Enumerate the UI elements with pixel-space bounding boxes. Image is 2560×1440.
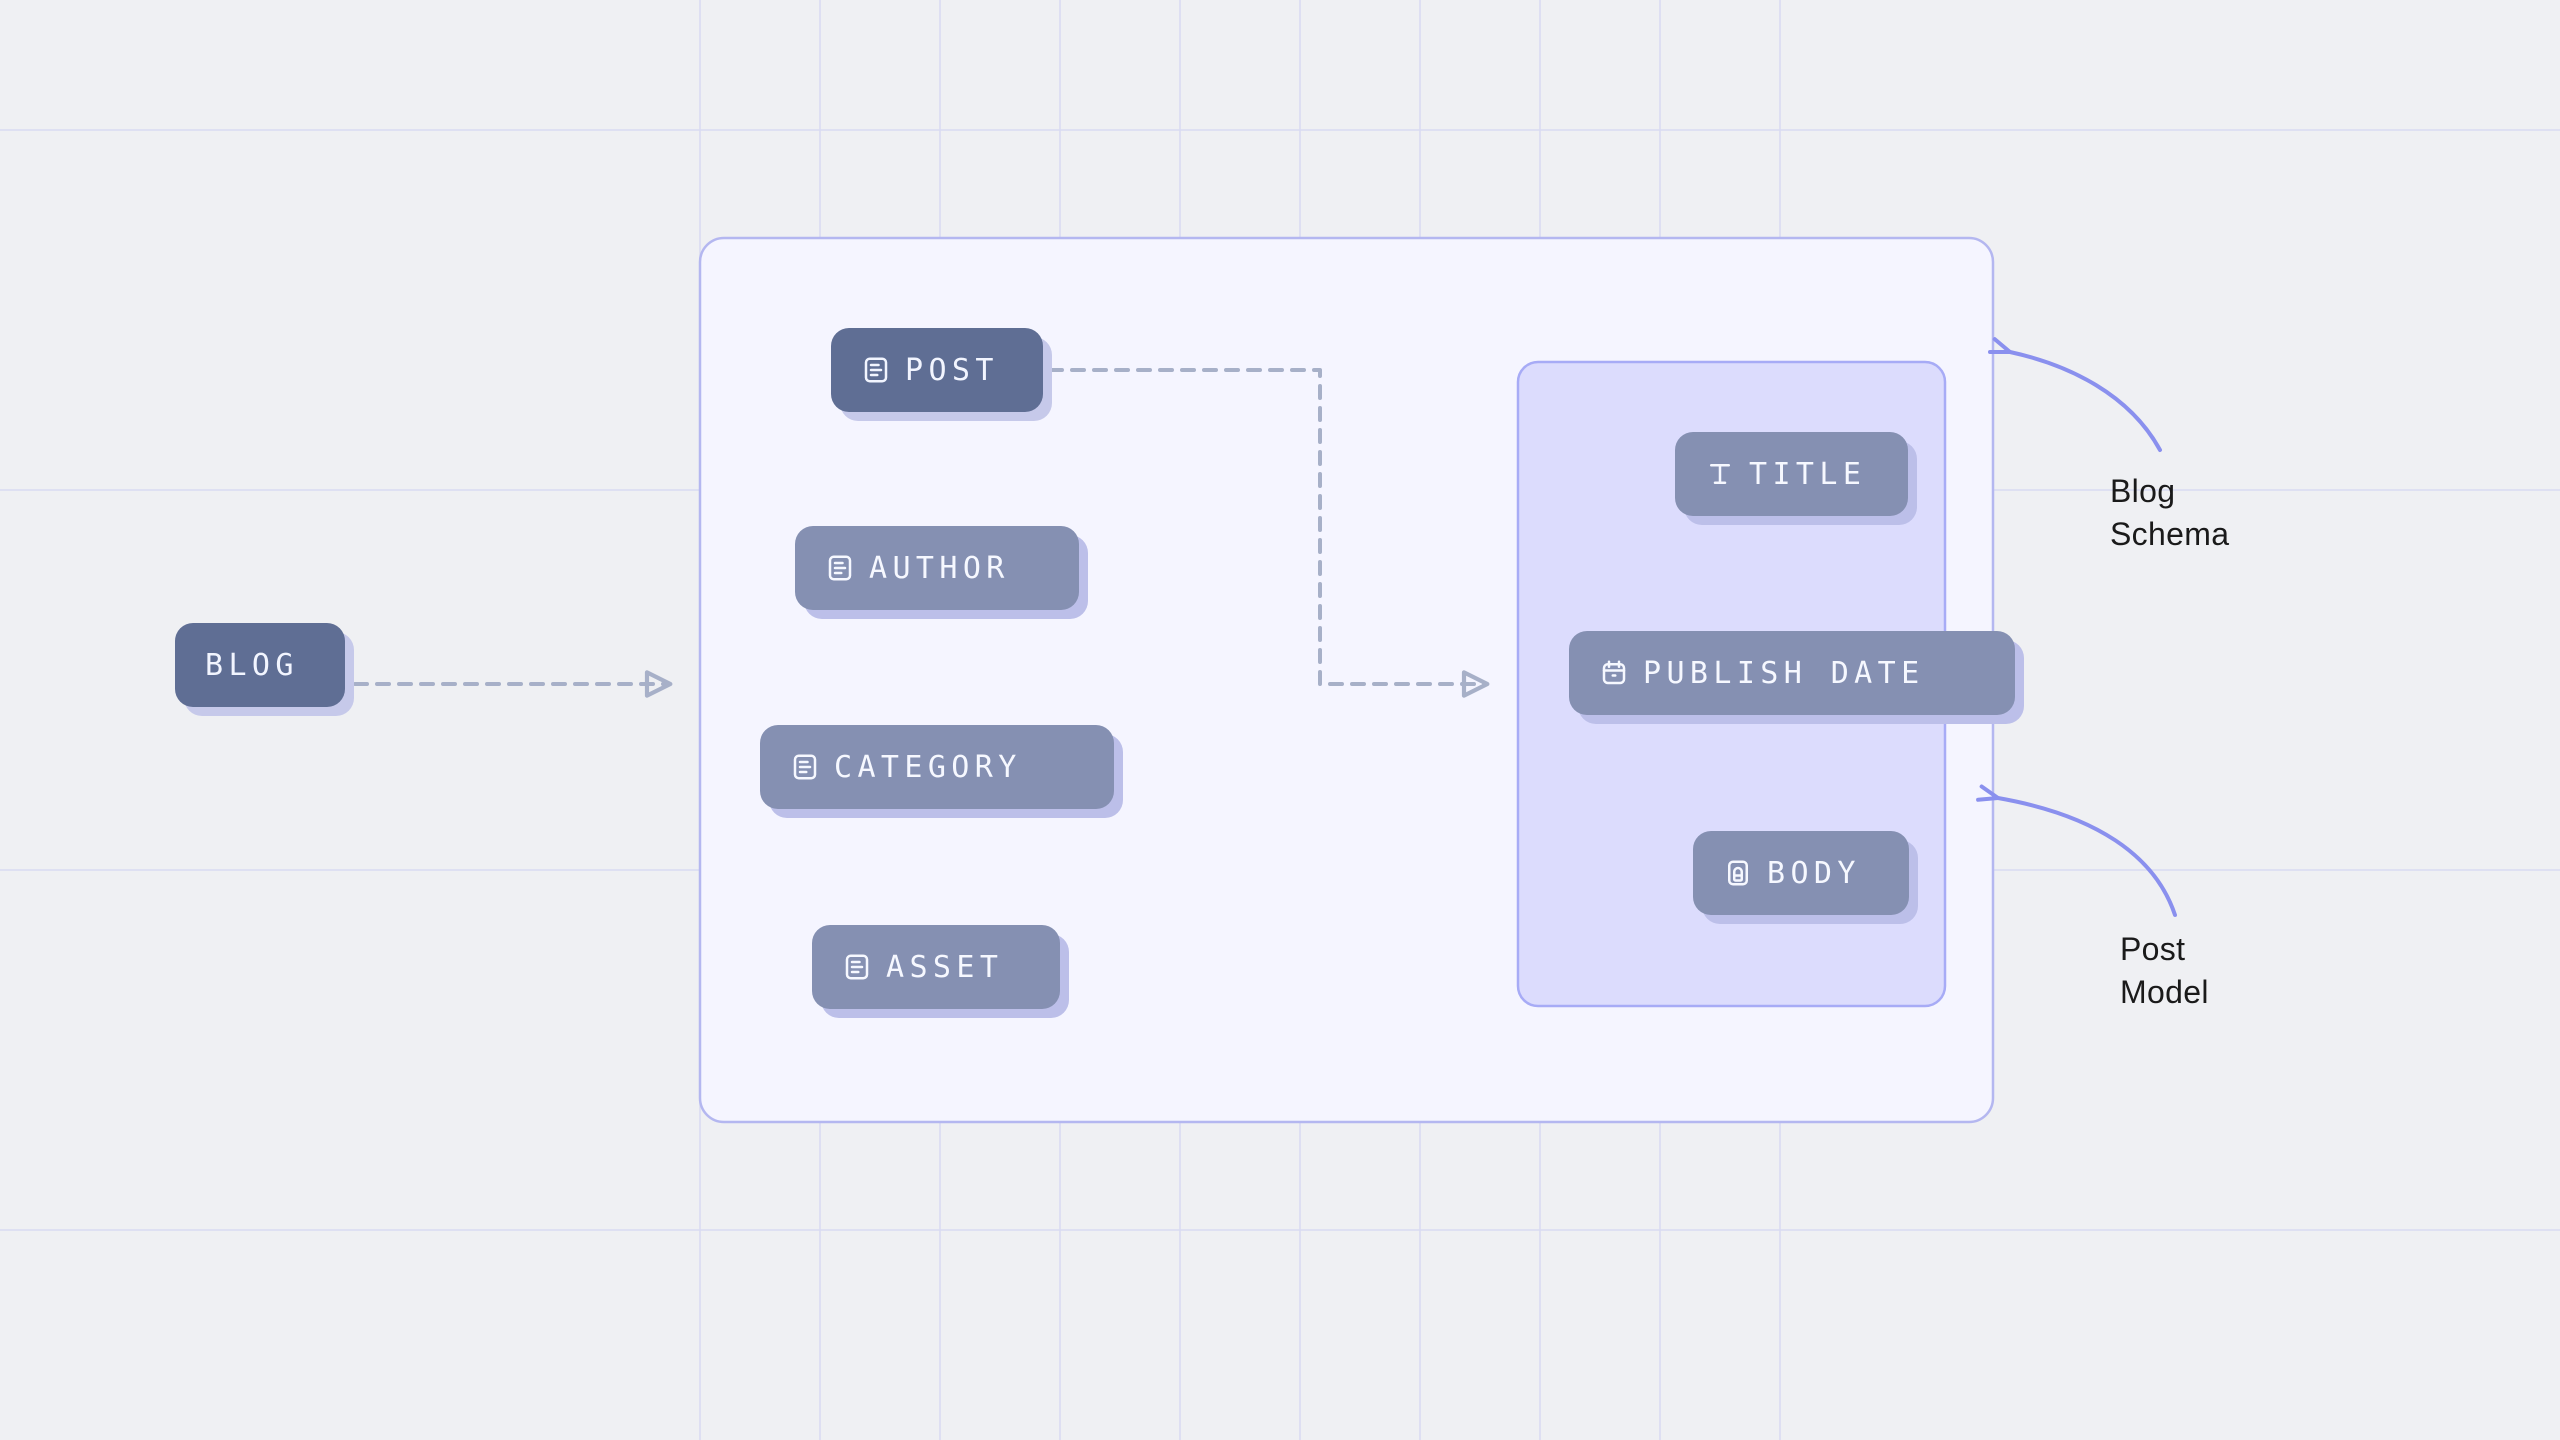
- annotation-blog_schema: BlogSchema: [2110, 470, 2229, 556]
- body-node-label: BODY: [1767, 856, 1861, 891]
- author-node-label: AUTHOR: [869, 551, 1010, 586]
- title-node-label: TITLE: [1749, 457, 1866, 492]
- category-node-label: CATEGORY: [834, 750, 1022, 785]
- publish-node-label: PUBLISH DATE: [1643, 656, 1925, 691]
- annotation-post_model-line: Post: [2120, 928, 2209, 971]
- category-node: CATEGORY: [760, 725, 1114, 809]
- asset-node: ASSET: [812, 925, 1060, 1009]
- annotation-post_model-line: Model: [2120, 971, 2209, 1014]
- file-icon: [1723, 858, 1753, 888]
- author-node: AUTHOR: [795, 526, 1079, 610]
- post-node: POST: [831, 328, 1043, 412]
- publish-node: PUBLISH DATE: [1569, 631, 2015, 715]
- blog-node: BLOG: [175, 623, 345, 707]
- annotation-post_model: PostModel: [2120, 928, 2209, 1014]
- diagram-stage: BLOG POST AUTHOR CATEGORY ASSET TITLE: [0, 0, 2560, 1440]
- calendar-icon: [1599, 658, 1629, 688]
- text-icon: [1705, 459, 1735, 489]
- post-node-label: POST: [905, 353, 999, 388]
- asset-node-label: ASSET: [886, 950, 1003, 985]
- annotation-blog_schema-line: Blog: [2110, 470, 2229, 513]
- document-icon: [825, 553, 855, 583]
- document-icon: [790, 752, 820, 782]
- title-node: TITLE: [1675, 432, 1908, 516]
- document-icon: [861, 355, 891, 385]
- blog-node-label: BLOG: [205, 648, 299, 683]
- annotation-blog_schema-line: Schema: [2110, 513, 2229, 556]
- diagram-canvas: [0, 0, 2560, 1440]
- document-icon: [842, 952, 872, 982]
- body-node: BODY: [1693, 831, 1909, 915]
